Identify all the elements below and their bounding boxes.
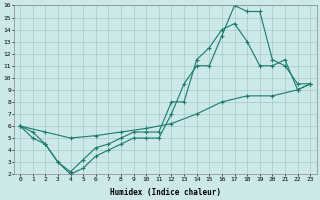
X-axis label: Humidex (Indice chaleur): Humidex (Indice chaleur) — [110, 188, 220, 197]
